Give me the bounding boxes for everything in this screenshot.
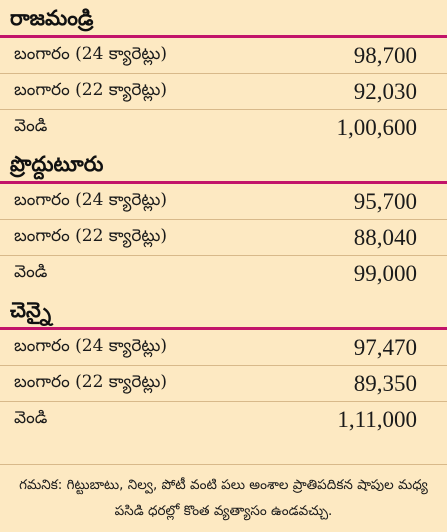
city-heading: రాజమండ్రి bbox=[0, 0, 447, 38]
price-row: బంగారం (24 క్యారెట్లు) 95,700 bbox=[0, 184, 447, 220]
item-label: వెండి bbox=[14, 408, 48, 428]
price-row: బంగారం (22 క్యారెట్లు) 89,350 bbox=[0, 366, 447, 402]
price-row: వెండి 99,000 bbox=[0, 256, 447, 292]
item-label: బంగారం (24 క్యారెట్లు) bbox=[14, 335, 168, 356]
price-row: బంగారం (22 క్యారెట్లు) 92,030 bbox=[0, 74, 447, 110]
price-row: బంగారం (22 క్యారెట్లు) 88,040 bbox=[0, 220, 447, 256]
item-price: 97,470 bbox=[353, 334, 417, 360]
city-heading: ప్రొద్దుటూరు bbox=[0, 146, 447, 184]
city-heading: చెన్నై bbox=[0, 292, 447, 330]
price-row: బంగారం (24 క్యారెట్లు) 97,470 bbox=[0, 330, 447, 366]
item-price: 98,700 bbox=[353, 42, 417, 68]
item-label: వెండి bbox=[14, 116, 48, 136]
city-section-chennai: చెన్నై బంగారం (24 క్యారెట్లు) 97,470 బంగ… bbox=[0, 292, 447, 438]
item-label: బంగారం (22 క్యారెట్లు) bbox=[14, 79, 168, 100]
item-price: 95,700 bbox=[353, 188, 417, 214]
item-label: బంగారం (24 క్యారెట్లు) bbox=[14, 43, 168, 64]
price-row: బంగారం (24 క్యారెట్లు) 98,700 bbox=[0, 38, 447, 74]
item-price: 92,030 bbox=[353, 78, 417, 104]
item-price: 89,350 bbox=[353, 370, 417, 396]
price-row: వెండి 1,00,600 bbox=[0, 110, 447, 146]
item-price: 1,11,000 bbox=[337, 407, 417, 432]
city-section-proddatur: ప్రొద్దుటూరు బంగారం (24 క్యారెట్లు) 95,7… bbox=[0, 146, 447, 292]
city-section-rajahmundry: రాజమండ్రి బంగారం (24 క్యారెట్లు) 98,700 … bbox=[0, 0, 447, 146]
item-label: బంగారం (22 క్యారెట్లు) bbox=[14, 225, 168, 246]
item-label: బంగారం (24 క్యారెట్లు) bbox=[14, 189, 168, 210]
item-label: బంగారం (22 క్యారెట్లు) bbox=[14, 371, 168, 392]
item-price: 99,000 bbox=[353, 261, 417, 286]
item-label: వెండి bbox=[14, 262, 48, 282]
item-price: 88,040 bbox=[353, 224, 417, 250]
price-row: వెండి 1,11,000 bbox=[0, 402, 447, 438]
item-price: 1,00,600 bbox=[336, 115, 418, 140]
disclaimer-note: గమనిక: గిట్టుబాటు, నిల్వ, పోటీ వంటి పలు … bbox=[0, 464, 447, 532]
